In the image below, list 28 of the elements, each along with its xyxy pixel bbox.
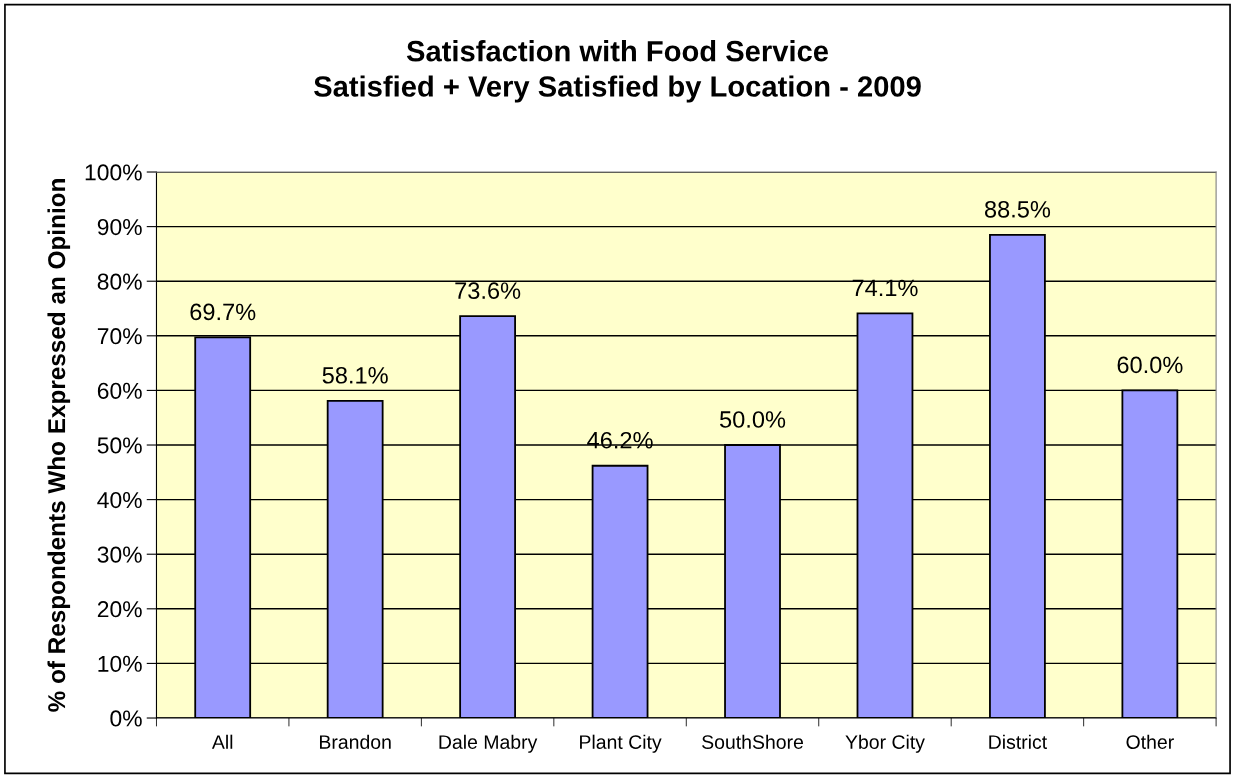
y-tick-label: 10% [98,655,142,672]
data-label: 58.1% [322,366,388,384]
x-tick-label: Plant City [580,734,662,753]
x-tick-label: Brandon [320,734,391,749]
y-axis-title: % of Respondents Who Expressed an Opinion [47,179,71,712]
x-tick-label: All [211,734,233,749]
x-tick-label: District [989,734,1047,749]
x-tick-label: Other [1126,734,1174,749]
y-tick-label: 50% [97,437,142,454]
data-label: 69.7% [190,303,256,321]
data-label: 50.0% [719,411,786,428]
x-tick-label: Dale Mabry [439,734,538,753]
y-tick-label: 100% [85,164,142,181]
data-label: 60.0% [1117,356,1183,374]
y-tick-label: 0% [110,710,142,727]
y-tick-label: 40% [97,491,142,509]
y-tick-label: 80% [97,273,142,290]
y-tick-label: 70% [97,328,142,345]
y-tick-label: 90% [97,218,142,236]
x-tick-label: Ybor City [845,734,925,753]
y-tick-label: 20% [97,601,142,618]
data-label: 73.6% [455,282,521,299]
chart-title: Satisfaction with Food Service [406,40,829,62]
chart-subtitle: Satisfied + Very Satisfied by Location - 2009 [314,75,921,103]
y-tick-label: 30% [97,546,142,563]
x-tick-label: SouthShore [702,734,804,749]
y-tick-label: 60% [97,382,142,399]
data-label: 88.5% [984,200,1051,218]
